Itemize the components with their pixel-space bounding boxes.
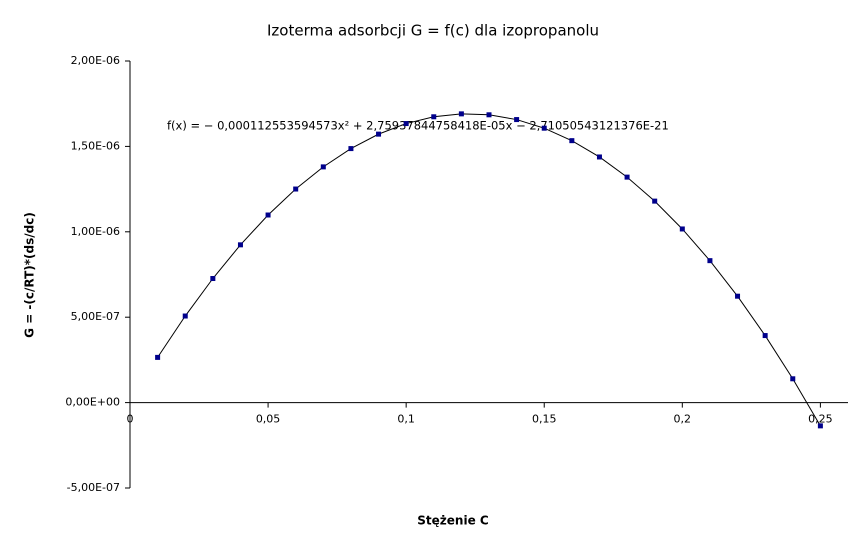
data-point (348, 146, 354, 152)
chart-title: Izoterma adsorbcji G = f(c) dla izopropa… (267, 22, 599, 40)
y-tick-label: 5,00E-07 (71, 310, 120, 323)
data-point (817, 423, 823, 429)
y-tick-label: 0,00E+00 (65, 396, 120, 409)
data-point (155, 354, 161, 360)
y-tick-label: -5,00E-07 (67, 481, 120, 494)
data-point (320, 164, 326, 170)
data-point (431, 114, 437, 120)
data-point (735, 293, 741, 299)
data-point (265, 212, 271, 218)
x-tick-label: 0,2 (674, 413, 692, 426)
data-point (762, 333, 768, 339)
x-axis-label: Stężenie C (417, 514, 489, 528)
data-point (790, 376, 796, 382)
y-tick-label: 1,00E-06 (71, 225, 120, 238)
x-tick-label: 0,15 (532, 413, 557, 426)
data-point (237, 242, 243, 248)
data-point (458, 111, 464, 117)
data-point (210, 276, 216, 282)
x-tick-label: 0,1 (397, 413, 415, 426)
x-tick-label: 0 (127, 413, 134, 426)
data-point (652, 198, 658, 204)
data-point (293, 186, 299, 192)
data-point (514, 117, 520, 123)
data-point (486, 112, 492, 118)
x-tick-label: 0,05 (256, 413, 281, 426)
data-point (541, 125, 547, 131)
trend-line (157, 113, 821, 427)
data-point (376, 131, 382, 137)
data-point (403, 121, 409, 127)
y-tick-label: 2,00E-06 (71, 54, 120, 67)
data-point (596, 154, 602, 160)
y-axis-label: G = -(c/RT)*(ds/dc) (23, 212, 37, 338)
data-point (679, 226, 685, 232)
data-point (624, 174, 630, 180)
y-tick-label: 1,50E-06 (71, 139, 120, 152)
data-point (182, 313, 188, 319)
data-point (569, 138, 575, 144)
data-point (707, 258, 713, 264)
